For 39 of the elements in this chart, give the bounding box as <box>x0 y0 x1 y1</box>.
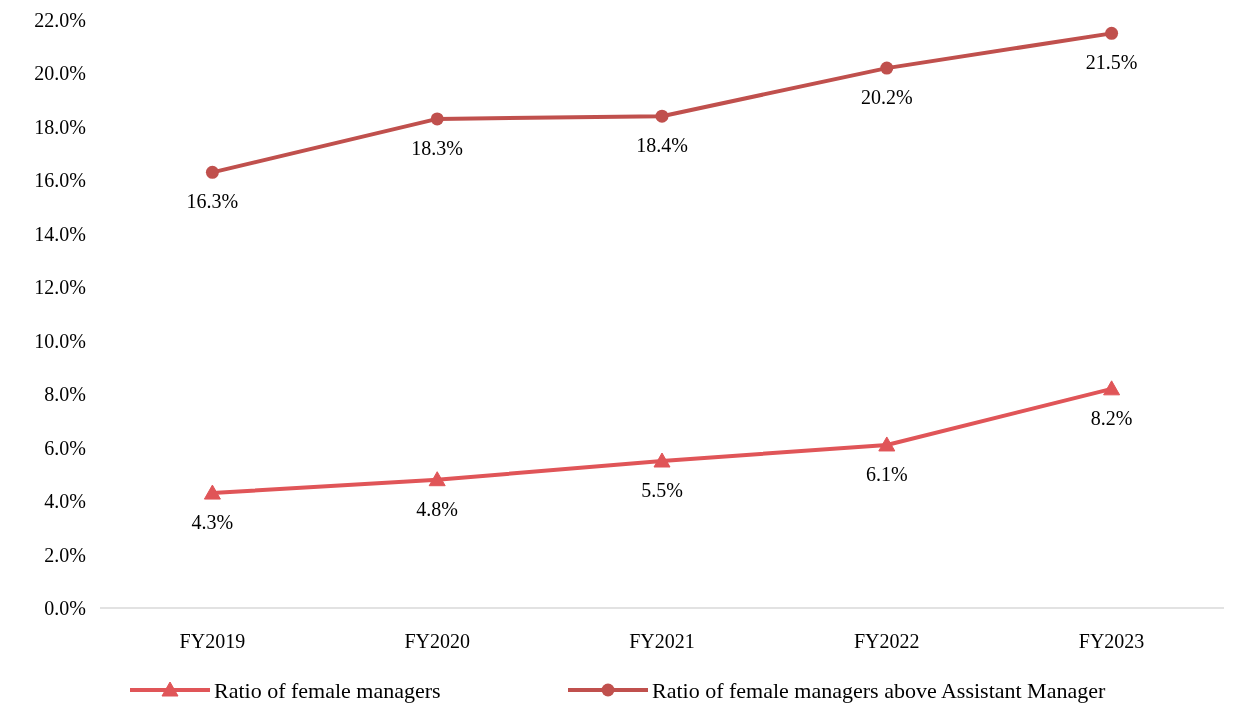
data-label: 21.5% <box>1085 51 1138 74</box>
data-label: 8.2% <box>1090 406 1133 429</box>
x-tick-label: FY2020 <box>404 630 470 652</box>
x-tick-label: FY2023 <box>1078 630 1145 652</box>
y-tick-label: 0.0% <box>44 597 86 619</box>
y-tick-label: 8.0% <box>44 383 86 406</box>
data-label: 6.1% <box>865 462 908 485</box>
y-tick-label: 18.0% <box>34 115 86 138</box>
data-label: 20.2% <box>860 86 913 109</box>
point <box>880 61 894 75</box>
x-tick-label: FY2022 <box>854 630 920 652</box>
point <box>653 452 671 468</box>
data-label: 18.4% <box>636 134 688 157</box>
data-label: 5.5% <box>641 479 683 501</box>
legend-label: Ratio of female managers <box>214 677 441 703</box>
data-label: 4.8% <box>416 497 459 520</box>
data-label: 4.3% <box>191 511 234 534</box>
y-tick-label: 6.0% <box>44 436 86 459</box>
point <box>878 436 896 452</box>
data-label: 16.3% <box>186 190 239 213</box>
legend-label: Ratio of female managers above Assistant Manager <box>652 677 1106 703</box>
point <box>1105 26 1119 40</box>
point <box>430 112 444 126</box>
y-tick-label: 2.0% <box>44 543 86 566</box>
y-tick-label: 12.0% <box>34 276 86 299</box>
x-tick-label: FY2019 <box>179 630 246 652</box>
y-tick-label: 20.0% <box>34 62 86 85</box>
y-tick-label: 14.0% <box>34 222 86 245</box>
point <box>203 484 221 500</box>
y-tick-label: 16.0% <box>34 169 86 192</box>
point <box>1103 380 1121 396</box>
x-tick-label: FY2021 <box>629 630 695 652</box>
point <box>655 109 669 123</box>
point <box>428 471 446 487</box>
data-label: 18.3% <box>411 136 464 159</box>
point <box>205 165 219 179</box>
y-tick-label: 4.0% <box>44 490 86 513</box>
y-tick-label: 22.0% <box>34 9 86 31</box>
y-tick-label: 10.0% <box>34 329 86 352</box>
